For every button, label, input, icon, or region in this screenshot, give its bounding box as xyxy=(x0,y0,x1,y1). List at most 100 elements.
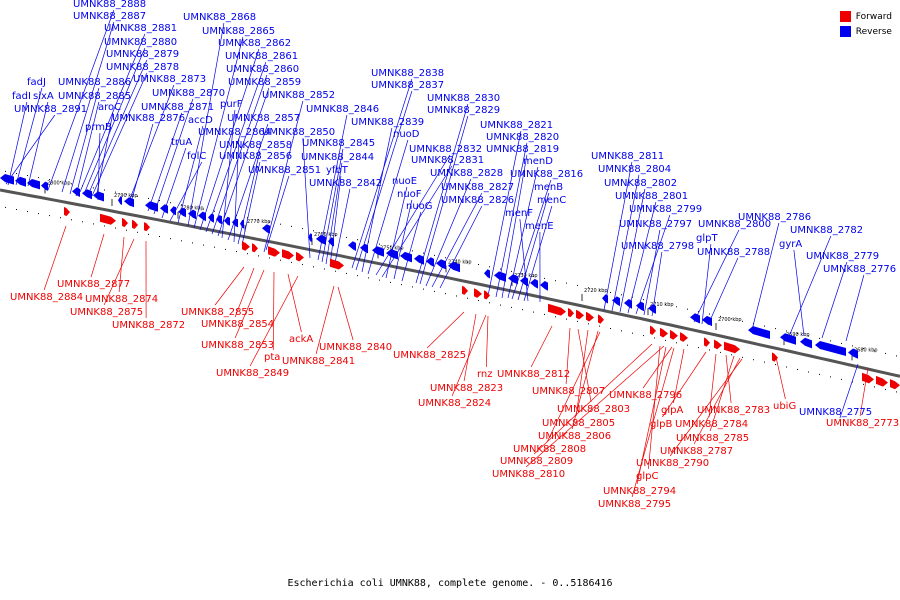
gene-reverse xyxy=(160,204,168,214)
row-dot xyxy=(852,381,853,383)
gene-forward xyxy=(144,222,150,232)
leader-line xyxy=(523,205,553,302)
leader-line xyxy=(487,130,522,297)
leader-line xyxy=(707,257,739,326)
tick-label: 2780 kbp xyxy=(180,206,204,212)
gene-label-forward: UMNK88_2809 xyxy=(500,456,573,467)
leader-line xyxy=(129,123,154,207)
row-dot xyxy=(764,325,765,327)
gene-reverse xyxy=(216,215,222,225)
gene-label-reverse: UMNK88_2844 xyxy=(301,152,374,163)
row-dot xyxy=(346,236,347,238)
gene-reverse xyxy=(648,304,656,314)
row-dot xyxy=(192,242,193,244)
gene-reverse xyxy=(224,216,230,226)
gene-reverse xyxy=(400,251,412,263)
leader-line xyxy=(463,313,477,382)
row-dot xyxy=(478,264,479,265)
tick-label: 2790 kbp xyxy=(114,193,138,199)
gene-label-reverse: UMNK88_2881 xyxy=(104,23,177,34)
gene-reverse xyxy=(815,341,846,356)
tick-label: 2700 kbp xyxy=(718,317,742,323)
row-dot xyxy=(324,232,325,234)
leader-line xyxy=(577,328,592,403)
gene-forward xyxy=(330,258,344,270)
gene-label-reverse: UMNK88_2860 xyxy=(226,64,299,75)
gene-reverse xyxy=(240,219,244,229)
gene-forward xyxy=(268,246,280,257)
gene-label-reverse: menC xyxy=(537,195,566,206)
gene-reverse xyxy=(360,243,368,254)
gene-forward xyxy=(890,379,900,390)
row-dot xyxy=(797,333,798,334)
leader-line xyxy=(217,87,270,237)
gene-label-reverse: UMNK88_2802 xyxy=(604,178,677,189)
gene-label-reverse: sixA xyxy=(33,91,54,102)
gene-reverse xyxy=(624,299,632,309)
gene-reverse xyxy=(72,187,80,197)
row-dot xyxy=(522,309,523,311)
row-dot xyxy=(819,373,820,375)
leader-line xyxy=(47,9,115,191)
leader-line xyxy=(329,175,342,267)
leader-line xyxy=(709,355,735,432)
gene-reverse xyxy=(15,176,26,187)
row-dot xyxy=(115,191,116,193)
row-dot xyxy=(412,286,413,288)
gene-label-reverse: UMNK88_2801 xyxy=(615,191,688,202)
gene-label-reverse: UMNK88_2797 xyxy=(619,219,692,230)
gene-label-reverse: UMNK88_2876 xyxy=(112,113,185,124)
gene-label-forward: ackA xyxy=(289,334,313,345)
leader-line xyxy=(221,109,236,239)
gene-forward xyxy=(724,341,740,354)
row-dot xyxy=(896,391,897,393)
gene-label-reverse: UMNK88_2857 xyxy=(227,113,300,124)
gene-forward xyxy=(772,352,778,362)
gene-reverse xyxy=(232,218,238,228)
gene-label-reverse: menE xyxy=(525,221,554,232)
row-dot xyxy=(291,261,292,263)
row-dot xyxy=(852,345,853,347)
row-dot xyxy=(38,213,39,215)
row-dot xyxy=(841,378,842,380)
gene-forward xyxy=(462,285,468,295)
gene-reverse xyxy=(27,179,40,190)
leader-line xyxy=(265,175,290,251)
leader-line xyxy=(15,87,43,186)
leader-line xyxy=(61,21,115,193)
gene-label-reverse: UMNK88_2827 xyxy=(441,182,514,193)
gene-reverse xyxy=(426,257,434,267)
leader-line xyxy=(845,274,865,342)
gene-reverse xyxy=(372,246,384,257)
gene-reverse xyxy=(41,181,48,191)
leader-line xyxy=(533,343,653,455)
gene-label-reverse: UMNK88_2779 xyxy=(806,251,879,262)
row-dot xyxy=(236,251,237,252)
gene-label-forward: UMNK88_2884 xyxy=(10,292,83,303)
gene-label-forward: UMNK88_2854 xyxy=(201,319,274,330)
row-dot xyxy=(214,210,215,212)
row-dot xyxy=(830,376,831,378)
gene-label-reverse: UMNK88_2782 xyxy=(790,225,863,236)
row-dot xyxy=(874,386,875,388)
gene-label-reverse: UMNK88_2873 xyxy=(133,74,206,85)
row-dot xyxy=(5,170,6,172)
gene-reverse xyxy=(702,315,712,327)
gene-forward xyxy=(252,243,258,253)
gene-label-reverse: UMNK88_2870 xyxy=(152,88,225,99)
leader-line xyxy=(546,331,601,443)
row-dot xyxy=(819,337,820,339)
gene-forward xyxy=(122,217,128,228)
row-dot xyxy=(720,351,721,353)
row-dot xyxy=(434,290,435,292)
gene-label-reverse: fadJ xyxy=(27,77,46,88)
row-dot xyxy=(610,292,611,293)
row-dot xyxy=(357,275,358,277)
row-dot xyxy=(500,268,501,270)
gene-reverse xyxy=(448,261,460,273)
gene-forward xyxy=(704,337,710,347)
leader-line xyxy=(355,90,413,271)
gene-label-forward: UMNK88_2853 xyxy=(201,340,274,351)
leader-line xyxy=(693,229,740,323)
